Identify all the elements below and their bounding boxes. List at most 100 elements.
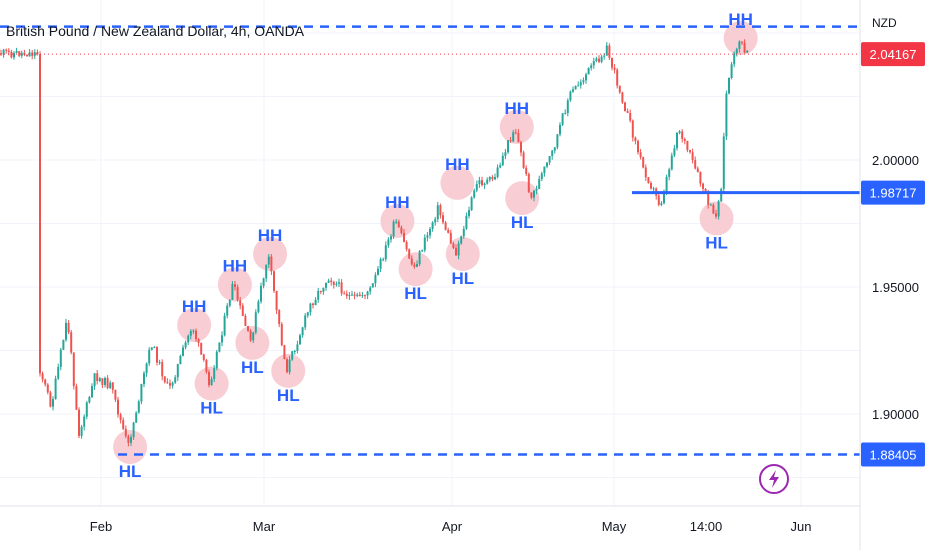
candle-up (574, 85, 577, 90)
price-tag-label: 1.98717 (870, 186, 917, 201)
candle-up (429, 228, 431, 236)
candle-down (696, 168, 699, 173)
price-tick-label: 2.00000 (872, 153, 919, 168)
candle-down (239, 300, 242, 306)
candle-down (319, 290, 322, 292)
candle-up (374, 275, 377, 284)
highlight-circle (398, 252, 433, 287)
candle-down (249, 330, 252, 341)
time-tick-label: Feb (90, 519, 112, 534)
candle-up (252, 332, 255, 341)
candle-down (163, 376, 166, 383)
candle-up (566, 100, 569, 114)
candle-up (470, 197, 473, 211)
higher-low-label: HL (451, 269, 474, 288)
candle-down (647, 177, 650, 184)
candle-up (423, 237, 426, 251)
candle-up (377, 268, 379, 276)
price-tick-label: 1.90000 (872, 407, 919, 422)
candle-down (624, 102, 626, 112)
candle-down (598, 58, 600, 62)
candle-down (616, 69, 619, 86)
candle-up (143, 373, 145, 385)
candle-down (36, 52, 39, 55)
candle-up (260, 285, 262, 302)
candle-up (725, 93, 728, 137)
higher-high-label: HH (223, 256, 248, 275)
candle-down (345, 293, 348, 297)
candle-up (356, 294, 359, 296)
candle-down (7, 50, 10, 52)
candle-up (465, 215, 468, 229)
candle-up (215, 351, 218, 369)
candle-up (288, 359, 291, 373)
candle-up (369, 287, 372, 292)
candle-down (161, 362, 164, 377)
candle-down (169, 383, 171, 386)
price-tick-label: 1.95000 (872, 280, 919, 295)
candle-up (663, 192, 665, 204)
candle-up (564, 113, 567, 115)
highlight-circles (113, 21, 758, 465)
candle-up (460, 236, 463, 244)
candle-down (522, 152, 525, 168)
candle-down (525, 167, 528, 174)
candle-up (486, 179, 489, 184)
candle-up (184, 342, 187, 348)
candle-up (291, 351, 294, 360)
candle-up (559, 124, 561, 135)
candle-up (189, 330, 192, 336)
candle-up (85, 402, 88, 417)
candle-up (187, 335, 190, 343)
price-tags: 2.04167 1.98717 1.88405 (861, 42, 925, 467)
candle-down (410, 258, 413, 265)
chart-title: British Pound / New Zealand Dollar, 4h, … (6, 23, 305, 39)
candle-down (247, 326, 249, 331)
candle-down (343, 293, 346, 295)
candle-up (132, 422, 135, 438)
candle-up (145, 363, 148, 374)
candle-up (478, 180, 481, 184)
candle-down (413, 264, 416, 267)
time-axis[interactable]: Feb Mar Apr May 14:00 Jun (90, 519, 812, 534)
candle-up (738, 41, 741, 49)
candle-down (312, 303, 314, 306)
candle-down (743, 42, 746, 53)
candle-down (278, 310, 281, 325)
candle-down (608, 45, 611, 58)
candle-down (117, 399, 119, 415)
candle-up (28, 52, 31, 57)
candle-down (642, 157, 645, 168)
highlight-circle (699, 201, 734, 236)
candle-up (80, 426, 83, 436)
candle-down (275, 290, 278, 311)
candle-down (509, 140, 512, 142)
candle-up (52, 398, 54, 407)
candle-up (507, 140, 509, 153)
candle-down (631, 120, 634, 138)
candle-down (455, 248, 457, 256)
highlight-circle (235, 325, 270, 360)
lightning-icon[interactable] (759, 464, 789, 494)
candle-down (449, 232, 452, 244)
candle-up (93, 373, 96, 387)
candle-down (26, 54, 28, 57)
candle-up (221, 335, 223, 343)
candle-up (457, 243, 460, 256)
candle-up (33, 52, 36, 56)
price-axis[interactable]: 2.00000 1.95000 1.90000 (872, 153, 919, 422)
candle-down (691, 152, 694, 161)
candle-up (540, 173, 543, 180)
grid-lines (0, 0, 860, 506)
candle-up (462, 228, 465, 237)
candle-up (561, 113, 564, 125)
candle-up (590, 65, 593, 69)
candle-up (434, 219, 437, 223)
candle-up (304, 315, 307, 328)
candle-up (421, 250, 424, 252)
candle-up (174, 377, 177, 383)
highlight-circle (440, 165, 475, 200)
candle-down (330, 280, 333, 282)
candle-down (70, 332, 73, 353)
